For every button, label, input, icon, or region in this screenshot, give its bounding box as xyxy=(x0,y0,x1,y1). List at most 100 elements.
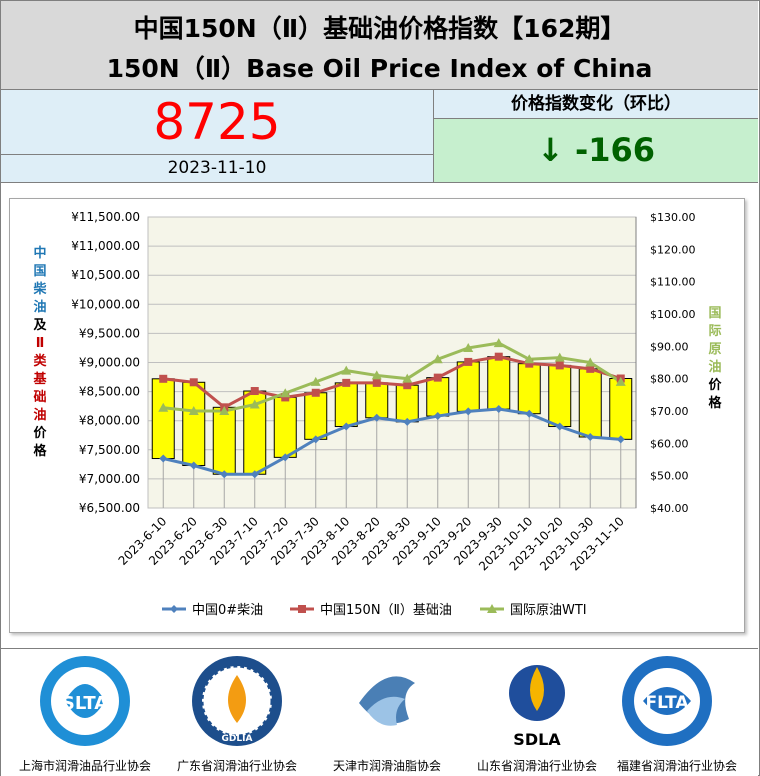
change-label: 价格指数变化（环比） xyxy=(434,90,758,119)
left-axis-title-char: 及 xyxy=(33,318,47,333)
wti-point xyxy=(524,354,535,364)
base-oil-point xyxy=(586,364,595,373)
right-tick-label: $100.00 xyxy=(650,308,696,321)
series-line xyxy=(162,407,621,476)
org-name: 广东省润滑油行业协会 xyxy=(176,759,297,773)
up-down-bar xyxy=(609,378,633,440)
diesel-point xyxy=(372,413,381,422)
up-down-bar xyxy=(456,361,480,412)
up-down-bar xyxy=(304,392,328,440)
right-axis-title-char: 格 xyxy=(708,396,722,411)
title-chinese: 中国150N（Ⅱ）基础油价格指数【162期】 xyxy=(133,14,626,43)
legend-entry: 中国150N（Ⅱ）基础油 xyxy=(320,603,452,618)
right-tick-label: $130.00 xyxy=(650,211,696,224)
diesel-point xyxy=(616,435,625,444)
wti-point xyxy=(371,370,382,380)
left-tick-label: ¥11,500.00 xyxy=(71,210,140,224)
left-axis-title-char: Ⅱ xyxy=(35,336,45,351)
up-down-bar xyxy=(212,406,236,475)
right-tick-label: $110.00 xyxy=(650,276,696,289)
index-panel: 8725 2023-11-10 价格指数变化（环比） ↓ -166 xyxy=(1,90,758,183)
org-name: 上海市润滑油品行业协会 xyxy=(18,759,151,773)
wti-point xyxy=(493,338,504,348)
tianjin-logo xyxy=(359,676,415,726)
base-oil-point xyxy=(555,361,564,370)
gdlia-logo-text: GDLIA xyxy=(222,734,253,744)
up-down-bar xyxy=(578,368,602,438)
legend-marker xyxy=(298,605,306,613)
sdla-logo-text: SDLA xyxy=(513,730,561,749)
left-tick-label: ¥7,000.00 xyxy=(79,472,140,486)
left-axis-title-char: 柴 xyxy=(33,282,47,297)
right-tick-label: $60.00 xyxy=(650,437,689,450)
left-axis-title-char: 油 xyxy=(33,300,47,315)
wti-point xyxy=(188,406,199,415)
right-tick-label: $90.00 xyxy=(650,340,689,353)
wti-point xyxy=(280,388,291,398)
change-value: ↓ -166 xyxy=(434,119,758,182)
org-name: 山东省润滑油行业协会 xyxy=(476,759,597,773)
title-english: 150N（Ⅱ）Base Oil Price Index of China xyxy=(106,54,653,83)
left-axis-title-char: 中 xyxy=(33,246,47,261)
diesel-point xyxy=(342,422,351,431)
chart-area: ¥11,500.00 ¥11,000.00 ¥10,500.00 ¥10,000.00… xyxy=(9,198,745,633)
sdla-logo: SDLA xyxy=(509,665,565,749)
up-down-bar xyxy=(426,377,450,417)
base-oil-point xyxy=(403,381,412,390)
legend-entry: 中国0#柴油 xyxy=(192,603,263,618)
diesel-point xyxy=(281,453,290,462)
base-oil-point xyxy=(342,378,351,387)
wti-point xyxy=(310,376,321,386)
base-oil-point xyxy=(250,387,259,396)
index-date: 2023-11-10 xyxy=(1,155,434,182)
left-axis-title-char: 类 xyxy=(33,354,47,369)
slta-logo: SLTA xyxy=(40,656,130,746)
left-axis-title-char: 格 xyxy=(33,444,47,459)
diesel-point xyxy=(189,461,198,470)
base-oil-point xyxy=(494,352,503,361)
base-oil-point xyxy=(281,393,290,402)
org-name: 天津市润滑油脂协会 xyxy=(332,759,441,773)
diesel-point xyxy=(159,454,168,463)
right-tick-label: $80.00 xyxy=(650,373,689,386)
diesel-point xyxy=(555,422,564,431)
left-tick-label: ¥10,500.00 xyxy=(71,268,140,282)
left-tick-label: ¥10,000.00 xyxy=(71,297,140,311)
legend-entry: 国际原油WTI xyxy=(510,603,587,618)
left-tick-label: ¥7,500.00 xyxy=(79,443,140,457)
left-tick-label: ¥11,000.00 xyxy=(71,239,140,253)
left-axis-title-char: 油 xyxy=(33,408,47,423)
base-oil-point xyxy=(311,388,320,397)
right-axis-title-char: 际 xyxy=(708,324,722,339)
left-tick-label: ¥8,500.00 xyxy=(79,385,140,399)
diesel-point xyxy=(494,405,503,414)
up-down-bar xyxy=(517,363,541,415)
flta-logo-text: FLTA xyxy=(645,693,689,713)
up-down-bar xyxy=(365,382,389,419)
wti-point xyxy=(432,354,443,364)
wti-point xyxy=(402,373,413,383)
left-axis-title-char: 础 xyxy=(33,390,47,405)
up-down-bar xyxy=(151,378,175,460)
up-down-bar xyxy=(182,381,206,467)
left-tick-label: ¥9,500.00 xyxy=(79,326,140,340)
flta-logo: FLTA xyxy=(622,656,712,746)
left-axis-title-char: 价 xyxy=(33,426,47,441)
index-value: 8725 xyxy=(153,93,281,151)
diesel-point xyxy=(586,432,595,441)
right-axis-title-char: 油 xyxy=(708,360,722,375)
base-oil-point xyxy=(433,373,442,382)
right-tick-label: $50.00 xyxy=(650,470,689,483)
legend-marker xyxy=(170,605,178,613)
org-name: 福建省润滑油行业协会 xyxy=(616,759,737,773)
wti-point xyxy=(249,399,260,409)
up-down-bar xyxy=(273,396,297,458)
series-line xyxy=(163,355,622,410)
up-down-bar xyxy=(487,356,511,410)
base-oil-point xyxy=(525,359,534,368)
up-down-bar xyxy=(548,364,572,428)
gdlia-logo: GDLIA xyxy=(192,656,282,746)
right-axis-title-char: 国 xyxy=(708,306,722,321)
diesel-point xyxy=(250,470,259,479)
up-down-bar xyxy=(334,382,358,428)
